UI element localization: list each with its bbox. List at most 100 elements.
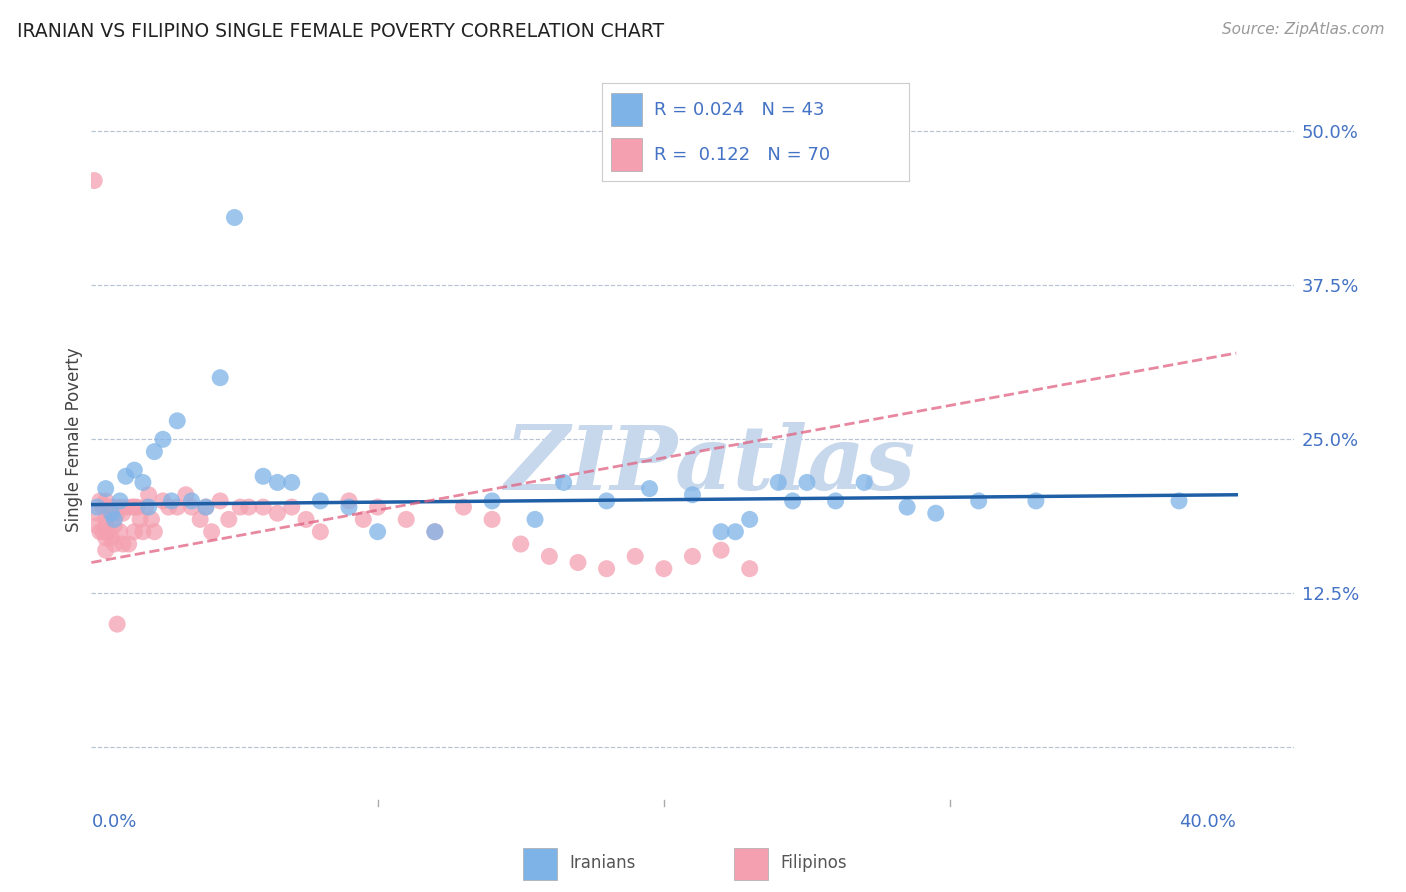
Point <box>103 537 125 551</box>
Point <box>111 537 134 551</box>
Point <box>138 488 160 502</box>
Point <box>481 512 503 526</box>
Point <box>796 475 818 490</box>
Point <box>89 494 111 508</box>
Point <box>266 475 288 490</box>
Point <box>595 562 617 576</box>
Point <box>194 500 217 514</box>
Point <box>218 512 240 526</box>
Point <box>925 506 948 520</box>
Point <box>538 549 561 564</box>
Point <box>896 500 918 514</box>
Text: Filipinos: Filipinos <box>780 854 846 872</box>
Point <box>94 531 117 545</box>
Point <box>103 500 125 514</box>
FancyBboxPatch shape <box>734 848 768 880</box>
Point <box>100 506 122 520</box>
Point <box>103 518 125 533</box>
Point <box>710 543 733 558</box>
Point <box>132 524 155 539</box>
Point <box>201 524 224 539</box>
Point <box>127 500 149 514</box>
Point <box>738 512 761 526</box>
Point <box>91 500 114 514</box>
Point <box>86 506 108 520</box>
Point <box>824 494 846 508</box>
Text: 40.0%: 40.0% <box>1180 813 1236 830</box>
Y-axis label: Single Female Poverty: Single Female Poverty <box>65 347 83 532</box>
Point <box>252 469 274 483</box>
Point <box>160 494 183 508</box>
Point <box>681 549 703 564</box>
Point <box>710 524 733 539</box>
Point <box>97 524 120 539</box>
Point <box>281 500 304 514</box>
Text: Source: ZipAtlas.com: Source: ZipAtlas.com <box>1222 22 1385 37</box>
Point <box>188 512 211 526</box>
Point <box>94 494 117 508</box>
Point <box>423 524 446 539</box>
Point <box>108 500 131 514</box>
Point <box>117 537 139 551</box>
Point <box>124 463 146 477</box>
Point <box>367 524 389 539</box>
Text: ZIPatlas: ZIPatlas <box>505 422 915 508</box>
Point <box>114 469 136 483</box>
Point <box>337 500 360 514</box>
Point <box>180 494 202 508</box>
Text: IRANIAN VS FILIPINO SINGLE FEMALE POVERTY CORRELATION CHART: IRANIAN VS FILIPINO SINGLE FEMALE POVERT… <box>17 22 664 41</box>
Point <box>553 475 575 490</box>
Point <box>295 512 318 526</box>
Point <box>135 500 157 514</box>
Point <box>94 518 117 533</box>
Point <box>108 524 131 539</box>
Point <box>524 512 547 526</box>
Point <box>309 524 332 539</box>
Point <box>681 488 703 502</box>
Point <box>143 444 166 458</box>
Point <box>967 494 990 508</box>
Point <box>624 549 647 564</box>
Point <box>83 173 105 187</box>
Point <box>124 500 146 514</box>
Point <box>481 494 503 508</box>
Point <box>1025 494 1047 508</box>
Point <box>229 500 252 514</box>
Point <box>129 512 152 526</box>
Point <box>108 494 131 508</box>
Point <box>86 518 108 533</box>
Point <box>638 482 661 496</box>
Point <box>152 494 174 508</box>
Point <box>105 506 128 520</box>
Point <box>166 500 188 514</box>
Point <box>1168 494 1191 508</box>
Point <box>209 370 232 384</box>
Point <box>509 537 531 551</box>
Point <box>94 543 117 558</box>
Point <box>595 494 617 508</box>
Point <box>86 500 108 514</box>
Point <box>281 475 304 490</box>
Point <box>103 512 125 526</box>
Point <box>152 433 174 447</box>
Point <box>266 506 288 520</box>
Point <box>132 475 155 490</box>
Point <box>367 500 389 514</box>
Point <box>121 500 143 514</box>
Point <box>309 494 332 508</box>
Point <box>94 512 117 526</box>
Point <box>724 524 747 539</box>
Text: 0.0%: 0.0% <box>91 813 136 830</box>
Point <box>337 494 360 508</box>
Point <box>111 506 134 520</box>
Point <box>567 556 589 570</box>
Point <box>252 500 274 514</box>
Point <box>423 524 446 539</box>
Point <box>100 506 122 520</box>
Text: Iranians: Iranians <box>569 854 636 872</box>
Point <box>453 500 475 514</box>
Point <box>105 617 128 632</box>
Point <box>114 500 136 514</box>
Point <box>141 512 163 526</box>
Point <box>194 500 217 514</box>
